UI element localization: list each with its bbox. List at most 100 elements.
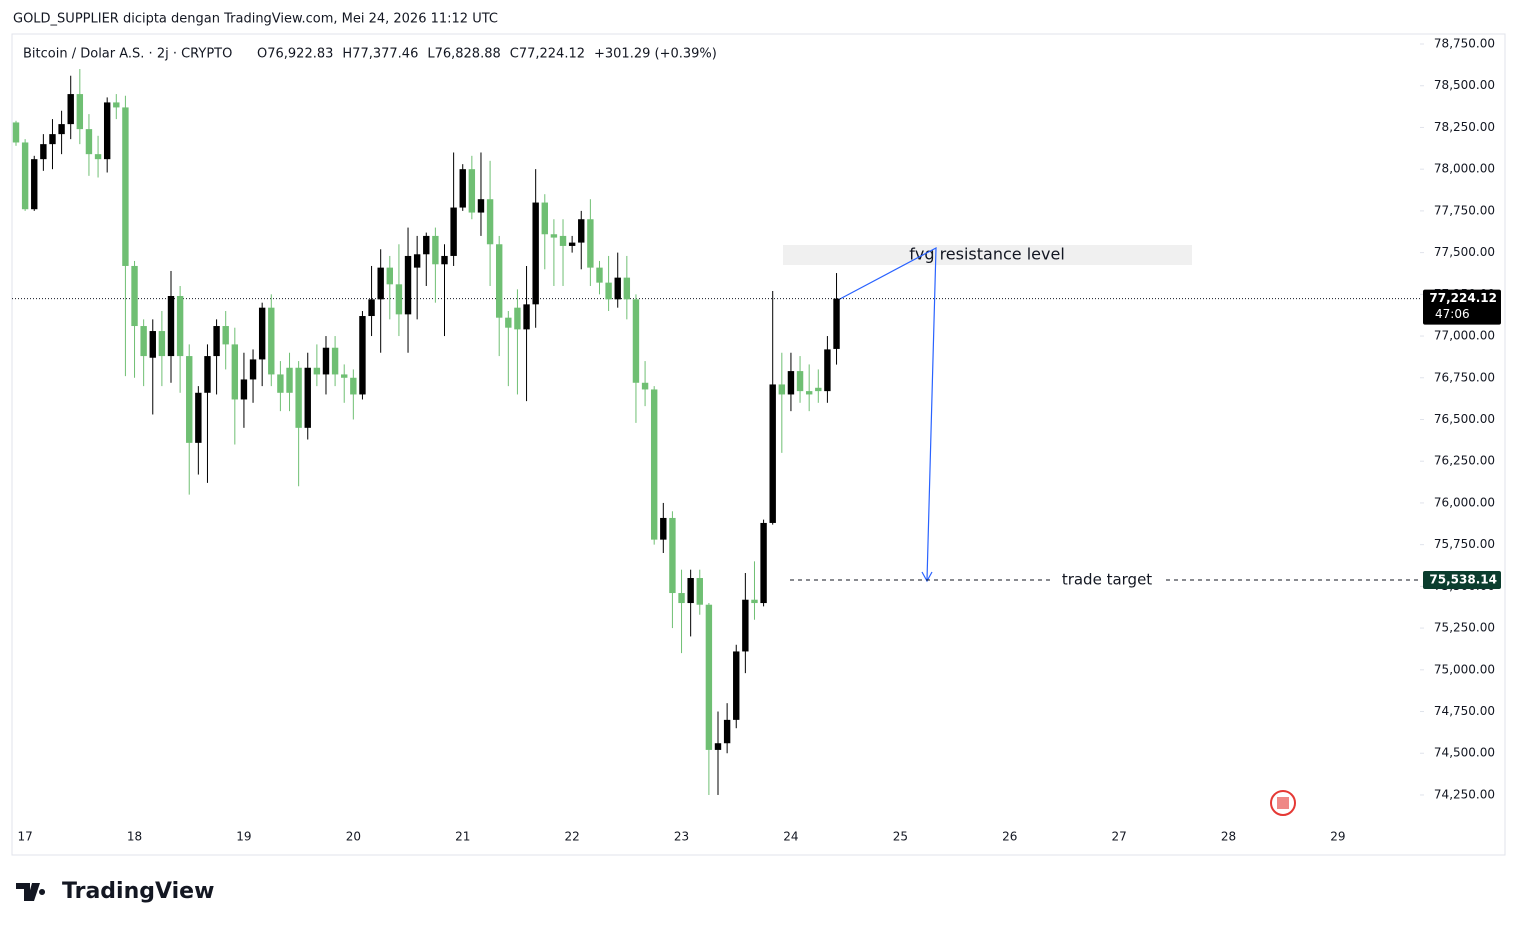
candle-body bbox=[122, 107, 129, 266]
x-tick-label: 18 bbox=[127, 830, 142, 844]
y-tick-label: 74,750.00 bbox=[1434, 704, 1495, 718]
candle-body bbox=[304, 367, 311, 428]
target-price-box bbox=[1423, 571, 1501, 590]
candle-body bbox=[505, 317, 512, 328]
candle-body bbox=[805, 391, 813, 395]
candle-body bbox=[21, 142, 29, 210]
candle-body bbox=[249, 359, 257, 380]
candle-body bbox=[386, 267, 393, 285]
flag-icon-fill bbox=[1277, 797, 1289, 809]
candle-body bbox=[614, 277, 621, 300]
candle-body bbox=[213, 326, 220, 357]
candle-body bbox=[477, 199, 485, 213]
candle-body bbox=[186, 356, 193, 443]
x-tick-label: 22 bbox=[564, 830, 579, 844]
chart-frame bbox=[11, 33, 1506, 856]
candle-body bbox=[49, 134, 56, 145]
candle-body bbox=[550, 234, 558, 238]
y-tick-label: 78,250.00 bbox=[1434, 120, 1495, 134]
candle-body bbox=[705, 604, 713, 750]
candle-body bbox=[541, 202, 548, 235]
candle-body bbox=[413, 254, 421, 268]
candle-body bbox=[31, 159, 38, 210]
candle-body bbox=[158, 331, 166, 357]
x-tick-label: 21 bbox=[455, 830, 470, 844]
x-tick-label: 20 bbox=[346, 830, 361, 844]
legend-value: C77,224.12 bbox=[510, 47, 585, 62]
candle-body bbox=[532, 202, 539, 305]
candle-body bbox=[587, 219, 594, 268]
candle-body bbox=[596, 267, 603, 283]
candle-body bbox=[769, 384, 776, 523]
candle-body bbox=[742, 599, 749, 652]
candle-body bbox=[295, 367, 302, 428]
candle-body bbox=[176, 295, 184, 357]
candle-body bbox=[131, 265, 138, 327]
x-tick-label: 28 bbox=[1221, 830, 1236, 844]
candle-body bbox=[167, 295, 175, 357]
legend-value: +301.29 (+0.39%) bbox=[594, 47, 717, 62]
candle-body bbox=[231, 344, 239, 400]
candle-body bbox=[468, 169, 476, 213]
candle-body bbox=[268, 307, 275, 375]
x-tick-label: 26 bbox=[1002, 830, 1017, 844]
arrow bbox=[837, 246, 937, 581]
candle-body bbox=[103, 102, 111, 160]
candle-body bbox=[341, 374, 348, 378]
candle-body bbox=[687, 578, 694, 604]
x-tick-label: 29 bbox=[1330, 830, 1345, 844]
candle-body bbox=[204, 356, 211, 393]
y-tick-label: 74,250.00 bbox=[1434, 787, 1495, 801]
candle-body bbox=[733, 651, 740, 720]
candle-body bbox=[40, 144, 47, 160]
candle-body bbox=[669, 517, 676, 594]
y-tick-label: 75,250.00 bbox=[1434, 621, 1495, 635]
brand-logo bbox=[16, 883, 46, 901]
candle-body bbox=[833, 298, 840, 349]
x-tick-label: 25 bbox=[893, 830, 908, 844]
candle-body bbox=[12, 122, 20, 143]
candle-body bbox=[760, 522, 767, 604]
candle-body bbox=[723, 719, 731, 744]
candle-body bbox=[76, 94, 84, 130]
y-tick-label: 75,000.00 bbox=[1434, 662, 1495, 676]
candle-body bbox=[678, 593, 685, 604]
y-tick-label: 76,250.00 bbox=[1434, 454, 1495, 468]
last-price-box bbox=[1423, 289, 1501, 325]
y-tick-label: 76,000.00 bbox=[1434, 495, 1495, 509]
candle-body bbox=[195, 392, 202, 443]
candle-body bbox=[815, 387, 822, 392]
y-tick-label: 77,750.00 bbox=[1434, 203, 1495, 217]
candle-body bbox=[632, 299, 640, 383]
candle-body bbox=[395, 284, 403, 315]
y-tick-label: 75,750.00 bbox=[1434, 537, 1495, 551]
candle-body bbox=[623, 277, 631, 300]
candle-body bbox=[313, 367, 321, 375]
target-text: trade target bbox=[1062, 571, 1152, 589]
brand: TradingView bbox=[62, 879, 214, 904]
candle-body bbox=[149, 331, 156, 358]
y-tick-label: 78,000.00 bbox=[1434, 162, 1495, 176]
candle-body bbox=[441, 255, 448, 265]
candle-body bbox=[85, 129, 93, 155]
credit: GOLD_SUPPLIER dicipta dengan TradingView… bbox=[13, 12, 498, 27]
candle-body bbox=[67, 94, 74, 125]
x-tick-label: 27 bbox=[1112, 830, 1127, 844]
candle-body bbox=[140, 326, 147, 357]
last-price-label: 77,224.12 bbox=[1429, 291, 1497, 305]
target-text-bg bbox=[1052, 571, 1162, 590]
target-price-label: 75,538.14 bbox=[1429, 573, 1497, 587]
candle-body bbox=[423, 235, 430, 255]
candle-body bbox=[286, 367, 293, 393]
candle-body bbox=[751, 599, 758, 604]
fvg-box bbox=[783, 245, 1192, 265]
candle-body bbox=[559, 235, 567, 246]
candle-body bbox=[322, 347, 330, 375]
candle-body bbox=[432, 235, 439, 265]
x-tick-label: 24 bbox=[783, 830, 798, 844]
symbol: Bitcoin / Dolar A.S. · 2j · CRYPTO bbox=[23, 47, 232, 62]
x-tick-label: 23 bbox=[674, 830, 689, 844]
candle-body bbox=[450, 207, 457, 256]
